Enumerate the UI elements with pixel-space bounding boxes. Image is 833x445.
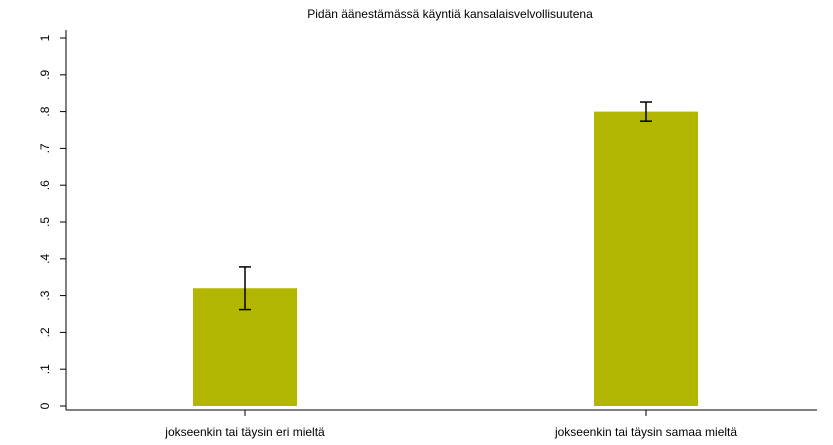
y-tick-label: .9 bbox=[38, 69, 52, 79]
y-tick-label: .8 bbox=[38, 106, 52, 116]
y-tick-label: .2 bbox=[38, 327, 52, 337]
y-tick-label: .7 bbox=[38, 143, 52, 153]
y-tick-label: .4 bbox=[38, 253, 52, 263]
y-tick-label: .6 bbox=[38, 180, 52, 190]
x-tick-label: jokseenkin tai täysin samaa mieltä bbox=[554, 425, 737, 439]
x-tick-label: jokseenkin tai täysin eri mieltä bbox=[164, 425, 325, 439]
y-tick-label: 1 bbox=[38, 34, 52, 41]
y-tick-label: .3 bbox=[38, 290, 52, 300]
y-tick-label: .5 bbox=[38, 217, 52, 227]
y-tick-label: .1 bbox=[38, 364, 52, 374]
chart-title: Pidän äänestämässä käyntiä kansalaisvelv… bbox=[307, 7, 593, 21]
y-tick-label: 0 bbox=[38, 402, 52, 409]
bar bbox=[594, 111, 698, 406]
